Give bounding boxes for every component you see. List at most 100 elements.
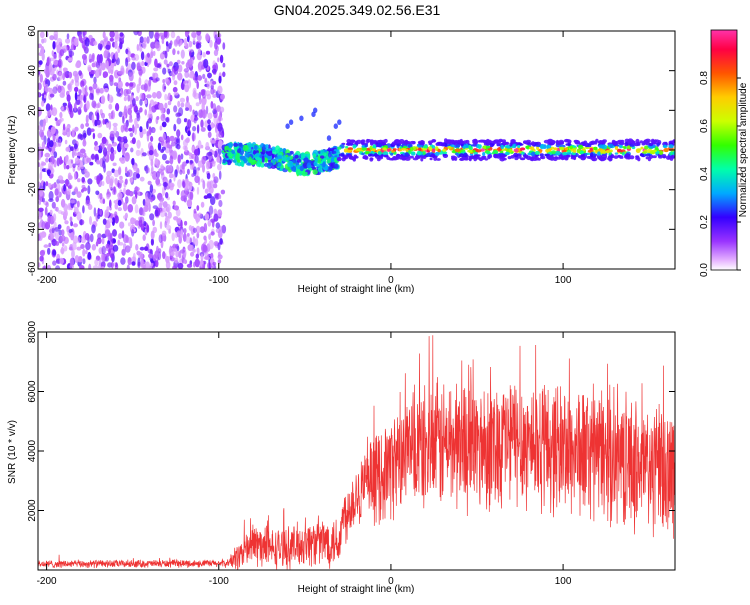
heatmap-cell (479, 157, 483, 162)
heatmap-cell (150, 135, 154, 142)
heatmap-cell (74, 150, 77, 156)
heatmap-cell (91, 114, 95, 124)
heatmap-cell (218, 131, 223, 139)
heatmap-cell (201, 89, 207, 99)
heatmap-cell (105, 243, 111, 249)
heatmap-cell (431, 148, 436, 153)
heatmap-cell (386, 156, 391, 160)
heatmap-cell (59, 257, 64, 265)
heatmap-cell (173, 172, 176, 182)
heatmap-cell (84, 91, 89, 97)
heatmap-cell (152, 219, 156, 227)
heatmap-cell (71, 37, 75, 47)
heatmap-cell (540, 144, 545, 150)
heatmap-cell (548, 139, 555, 143)
heatmap-cell (125, 189, 131, 196)
heatmap-cell (220, 189, 226, 195)
heatmap-cell (92, 82, 98, 90)
heatmap-cell (208, 205, 214, 215)
heatmap-cell (272, 149, 278, 155)
heatmap-cell (47, 247, 51, 255)
heatmap-cell (303, 157, 309, 164)
heatmap-cell (114, 51, 119, 60)
heatmap-cell (62, 123, 66, 131)
heatmap-cell (154, 58, 158, 68)
heatmap-cell (195, 102, 200, 107)
heatmap-cell (377, 151, 382, 156)
heatmap-cell (102, 71, 109, 78)
heatmap-cell (38, 71, 41, 75)
heatmap-cell (56, 44, 61, 54)
heatmap-cell (94, 140, 98, 147)
heatmap-cell (106, 194, 110, 200)
heatmap-cell (200, 253, 204, 261)
heatmap-cell (150, 196, 153, 203)
heatmap-cell (66, 33, 70, 40)
x-tick-label: 100 (555, 576, 572, 587)
heatmap-cell (110, 253, 114, 258)
heatmap-cell (87, 185, 91, 195)
heatmap-cell (68, 175, 73, 180)
heatmap-cell (212, 183, 218, 189)
heatmap-cell (317, 157, 322, 164)
heatmap-cell (139, 36, 144, 44)
heatmap-cell (170, 182, 173, 187)
heatmap-cell (110, 69, 114, 75)
heatmap-cell (103, 147, 108, 157)
heatmap-cell (68, 184, 73, 189)
heatmap-cell (437, 141, 444, 146)
heatmap-cell (45, 202, 49, 208)
heatmap-cell (104, 229, 111, 237)
heatmap-cell (206, 80, 210, 90)
heatmap-cell (369, 139, 375, 144)
heatmap-cell (77, 134, 81, 140)
heatmap-cell (274, 157, 279, 162)
heatmap-cell (361, 145, 366, 148)
heatmap-cell (43, 68, 49, 74)
heatmap-cell (203, 195, 209, 200)
heatmap-cell (391, 150, 395, 153)
heatmap-cell (293, 157, 296, 164)
heatmap-cell (141, 261, 146, 269)
heatmap-cell (203, 58, 209, 69)
heatmap-cell (74, 172, 77, 180)
heatmap-cell (227, 142, 234, 148)
heatmap-cell (148, 31, 154, 39)
heatmap-cell (652, 155, 657, 159)
heatmap-cell (73, 37, 79, 47)
heatmap-cell (175, 143, 178, 149)
heatmap-cell (63, 245, 68, 252)
heatmap-cell (183, 259, 188, 265)
heatmap-cell (201, 101, 205, 112)
heatmap-cell (176, 138, 180, 144)
heatmap-cell (132, 124, 135, 134)
heatmap-cell (409, 146, 414, 152)
heatmap-cell (166, 63, 170, 68)
heatmap-cell (99, 174, 104, 181)
heatmap-cell (212, 103, 217, 111)
heatmap-cell (206, 181, 212, 190)
y-tick-label: -40 (27, 222, 38, 237)
heatmap-cell (147, 52, 150, 58)
heatmap-cell (131, 228, 135, 237)
heatmap-cell (224, 145, 229, 151)
heatmap-cell (173, 91, 179, 96)
heatmap-cell (174, 257, 179, 264)
heatmap-cell (124, 166, 128, 174)
heatmap-cell (132, 98, 136, 107)
heatmap-cell (62, 80, 67, 86)
heatmap-cell (404, 152, 410, 157)
heatmap-cell (530, 151, 536, 157)
heatmap-cell (637, 157, 641, 162)
heatmap-cell (392, 148, 397, 151)
heatmap-cell (38, 212, 42, 218)
heatmap-cell (189, 191, 194, 201)
heatmap-cell (184, 38, 187, 47)
heatmap-cell (48, 242, 52, 248)
y-tick-label: 0 (27, 147, 38, 153)
heatmap-cell (48, 190, 54, 201)
heatmap-cell (386, 148, 391, 152)
heatmap-cell (589, 147, 594, 151)
heatmap-cell (414, 155, 421, 160)
